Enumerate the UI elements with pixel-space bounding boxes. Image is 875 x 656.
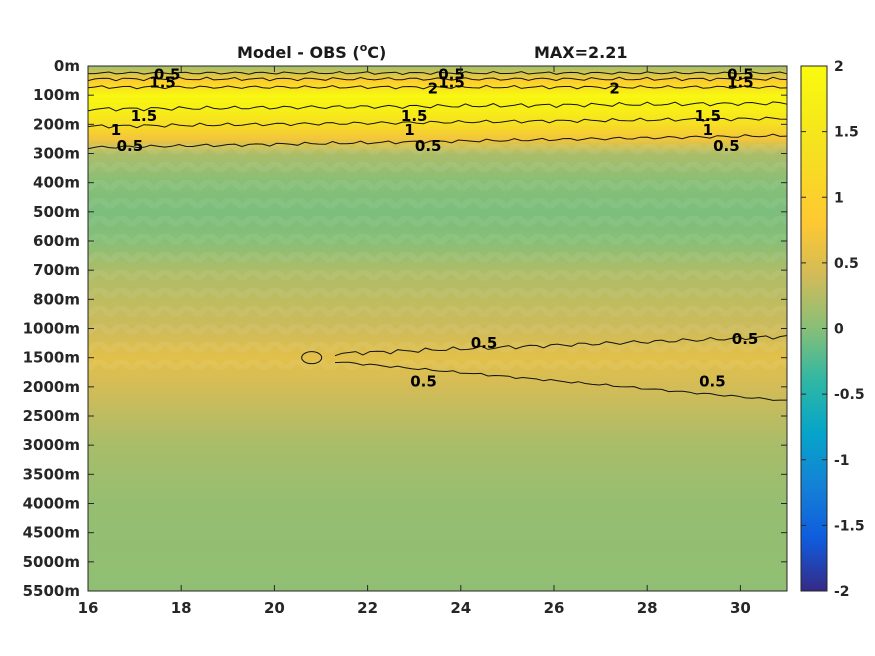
x-tick-label: 24 (450, 599, 471, 617)
colorbar-tick-label: -1.5 (834, 518, 865, 534)
colorbar-tick-label: 1 (834, 190, 844, 206)
contour-line (88, 70, 788, 76)
contour-label: 0.5 (732, 330, 759, 348)
degree-superscript: o (360, 41, 368, 54)
contour-label: 1.5 (695, 107, 722, 125)
y-tick-label: 3500m (23, 465, 80, 483)
y-tick-label: 3000m (23, 436, 80, 454)
x-axis: 16 18 20 22 24 26 28 30 (78, 66, 751, 617)
contour-label: 1.5 (149, 74, 176, 92)
y-tick-label: 300m (33, 145, 80, 163)
contour-label: 0.5 (154, 66, 181, 84)
y-tick-label: 600m (33, 232, 80, 250)
contour-label: 0.5 (117, 137, 144, 155)
x-tick-label: 16 (78, 599, 99, 617)
x-tick-label: 22 (357, 599, 378, 617)
contour-label: 0.5 (471, 334, 498, 352)
y-tick-label: 2500m (23, 407, 80, 425)
contour-label: 0.5 (415, 137, 442, 155)
colorbar-tick-label: -1 (834, 453, 850, 469)
contour-lines (87, 70, 788, 401)
contour-line (87, 101, 788, 112)
heatmap-plot: 0.51.51.510.50.51.521.510.520.51.51.510.… (23, 57, 788, 617)
contour-label: 1 (404, 121, 414, 139)
x-tick-label: 26 (544, 599, 565, 617)
contour-line (87, 76, 788, 82)
contour-label: 1 (703, 121, 713, 139)
chart-title: Model - OBS (oC) (237, 41, 386, 62)
colorbar-tick-label: 0.5 (834, 256, 859, 272)
contour-label: 0.5 (699, 372, 726, 390)
contour-line-deep-lower (334, 361, 787, 401)
max-label: MAX=2.21 (534, 43, 628, 62)
contour-closed (301, 351, 323, 365)
y-tick-label: 200m (33, 115, 80, 133)
y-tick-label: 0m (54, 57, 80, 75)
y-tick-label: 800m (33, 290, 80, 308)
x-tick-label: 20 (264, 599, 285, 617)
contour-line-deep-upper (334, 335, 788, 357)
contour-label: 1.5 (727, 74, 754, 92)
y-tick-label: 1500m (23, 349, 80, 367)
contour-line (87, 116, 788, 129)
contour-labels: 0.51.51.510.50.51.521.510.520.51.51.510.… (111, 66, 759, 391)
contour-label: 1.5 (438, 74, 465, 92)
x-tick-label: 28 (637, 599, 658, 617)
y-tick-label: 5500m (23, 582, 80, 600)
contour-label: 0.5 (438, 66, 465, 84)
colorbar-ticks: 2 1.5 1 0.5 0 -0.5 -1 -1.5 -2 (801, 59, 865, 600)
y-tick-label: 500m (33, 203, 80, 221)
y-tick-label: 4000m (23, 495, 80, 513)
colorbar-tick-label: -2 (834, 584, 850, 600)
contour-line (87, 84, 788, 90)
contour-label: 1.5 (131, 107, 158, 125)
y-tick-label: 1000m (23, 320, 80, 338)
contour-label: 1 (111, 121, 121, 139)
x-tick-label: 30 (730, 599, 751, 617)
colorbar-tick-label: 1.5 (834, 125, 859, 141)
contour-label: 0.5 (410, 372, 437, 390)
y-tick-label: 5000m (23, 553, 80, 571)
y-axis: 0m 100m 200m 300m 400m 500m 600m 700m 800m 1000m 1… (23, 57, 787, 600)
colorbar-tick-label: 0 (834, 322, 844, 338)
texture-overlay (88, 140, 787, 370)
colorbar-tick-label: -0.5 (834, 387, 865, 403)
colorbar-tick-label: 2 (834, 59, 844, 75)
contour-label: 1.5 (401, 107, 428, 125)
y-tick-label: 400m (33, 174, 80, 192)
contour-label: 2 (609, 80, 619, 98)
y-tick-label: 2000m (23, 378, 80, 396)
colorbar: 2 1.5 1 0.5 0 -0.5 -1 -1.5 -2 (800, 59, 865, 600)
y-tick-label: 4500m (23, 524, 80, 542)
y-tick-label: 100m (33, 86, 80, 104)
contour-label: 0.5 (713, 137, 740, 155)
x-tick-label: 18 (171, 599, 192, 617)
y-tick-label: 700m (33, 261, 80, 279)
contour-line (87, 133, 788, 150)
contour-label: 2 (428, 80, 438, 98)
contour-label: 0.5 (727, 66, 754, 84)
